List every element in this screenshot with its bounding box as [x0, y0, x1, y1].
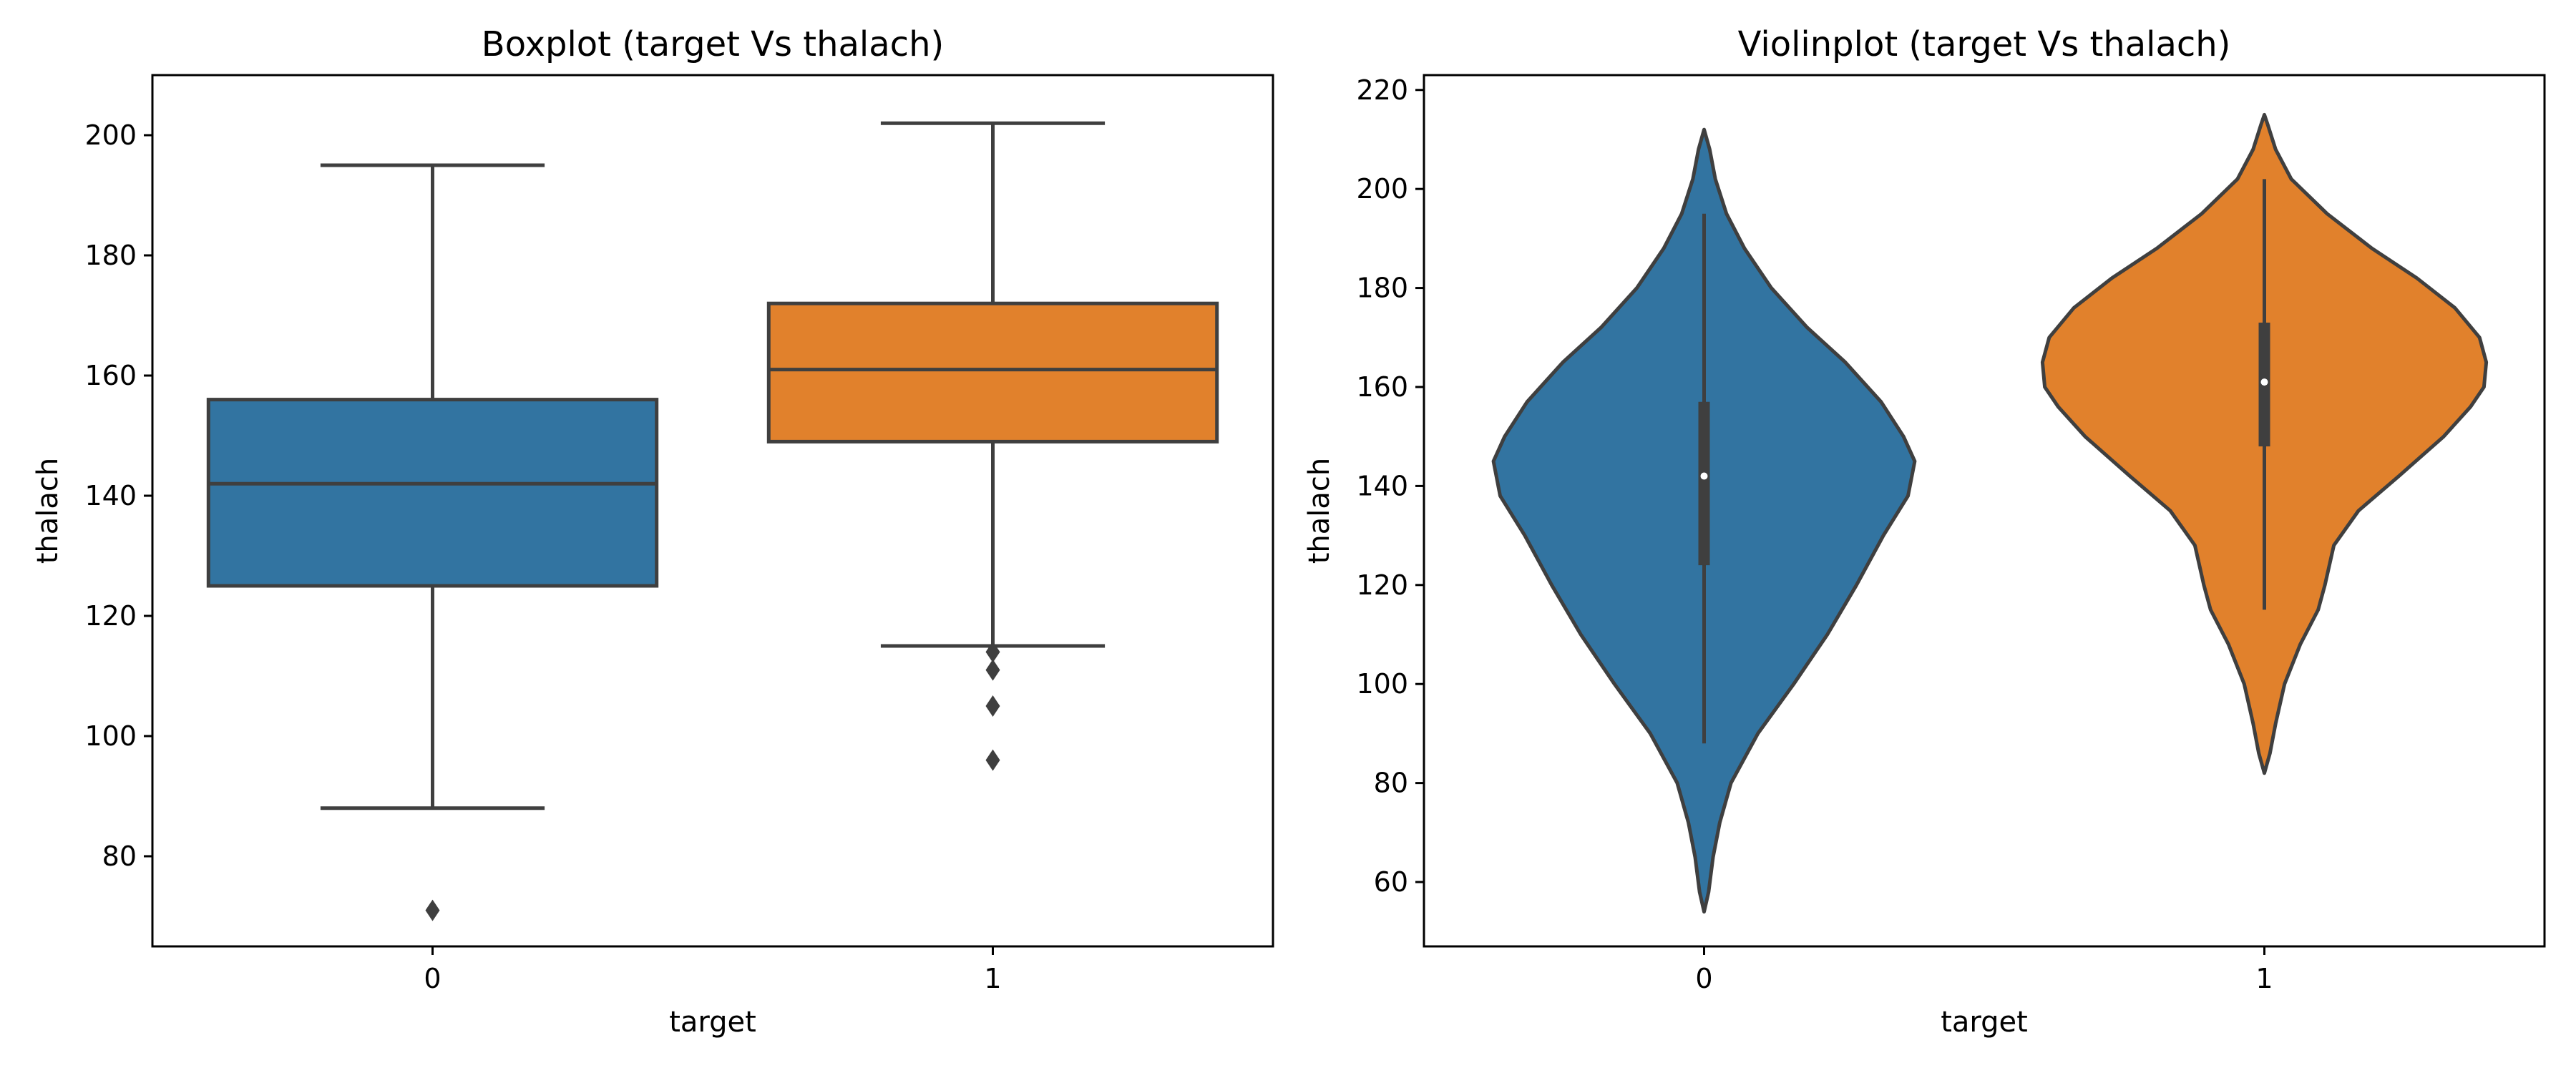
y-tick-label: 180 — [84, 240, 137, 271]
y-tick-label: 140 — [1356, 470, 1408, 501]
y-tick-label: 220 — [1356, 74, 1408, 106]
x-tick-label: 0 — [424, 963, 441, 994]
boxplot-plot-frame — [151, 74, 1274, 948]
x-tick-label: 1 — [984, 963, 1001, 994]
outlier-point — [985, 749, 1000, 771]
y-tick-label: 200 — [1356, 173, 1408, 205]
x-tick-label: 0 — [1695, 963, 1712, 994]
violinplot-marks — [1491, 112, 2489, 914]
boxplot-title: Boxplot (target Vs thalach) — [482, 24, 944, 64]
box-iqr — [766, 301, 1219, 444]
box-group-0 — [206, 163, 659, 921]
violin-median-dot — [1700, 472, 1708, 480]
violinplot-y-axis-label: thalach — [1303, 458, 1336, 564]
y-tick-label: 100 — [1356, 668, 1408, 700]
boxplot-y-ticks: 80 100 120 140 160 180 200 — [84, 119, 152, 872]
y-tick-label: 120 — [1356, 569, 1408, 601]
violin-group-1 — [2040, 112, 2489, 775]
y-tick-label: 100 — [84, 720, 137, 752]
y-tick-label: 140 — [84, 480, 137, 511]
boxplot-y-axis-label: thalach — [31, 458, 64, 564]
outlier-point — [985, 659, 1000, 681]
violin-median-dot — [2260, 378, 2268, 386]
boxplot-marks — [206, 121, 1219, 921]
violin-iqr-bar — [1698, 401, 1710, 566]
violinplot-plot-frame — [1423, 74, 2546, 948]
box-iqr — [206, 398, 659, 588]
outlier-point — [425, 899, 440, 921]
boxplot-x-axis-label: target — [669, 1006, 756, 1039]
y-tick-label: 120 — [84, 600, 137, 632]
boxplot-panel: Boxplot (target Vs thalach) 80 100 120 140 1… — [31, 24, 1274, 1039]
y-tick-label: 60 — [1374, 866, 1408, 898]
y-tick-label: 160 — [1356, 371, 1408, 403]
outlier-point — [985, 641, 1000, 663]
y-tick-label: 200 — [84, 119, 137, 151]
violinplot-x-axis-label: target — [1941, 1006, 2028, 1039]
violin-group-0 — [1491, 127, 1917, 914]
violinplot-panel: Violinplot (target Vs thalach) 608010012… — [1303, 24, 2546, 1039]
x-tick-label: 1 — [2255, 963, 2273, 994]
y-tick-label: 80 — [1374, 768, 1408, 799]
box-group-1 — [766, 121, 1219, 771]
y-tick-label: 180 — [1356, 273, 1408, 304]
y-tick-label: 80 — [102, 841, 137, 872]
violinplot-title: Violinplot (target Vs thalach) — [1738, 24, 2231, 64]
outlier-point — [985, 695, 1000, 717]
violinplot-y-ticks: 60 80 100 120 140 160 180 200 220 — [1356, 74, 1424, 898]
y-tick-label: 160 — [84, 360, 137, 391]
